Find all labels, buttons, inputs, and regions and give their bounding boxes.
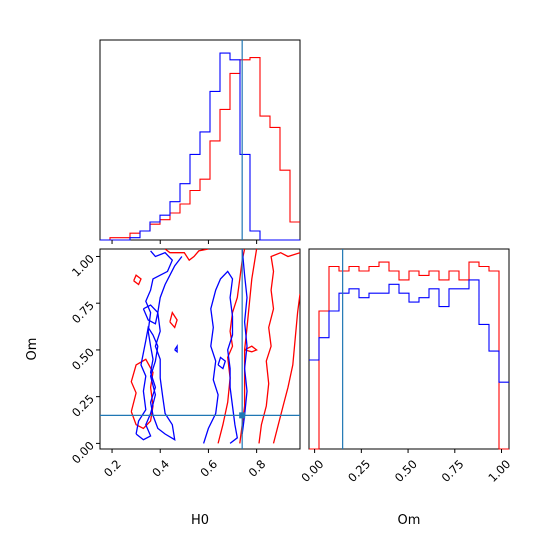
hist-h0-blue-series: [100, 52, 300, 241]
contour-blue-13: [241, 249, 248, 435]
x-tick-label-h0: 0.8: [246, 457, 269, 480]
contour-red-7: [133, 274, 142, 286]
truth-marker: [239, 412, 246, 419]
y-tick-label-om: 0.00: [69, 438, 97, 466]
contour-blue-15: [217, 356, 227, 370]
x-tick-label-h0: 0.2: [101, 457, 124, 480]
contour-red-3: [258, 251, 300, 444]
x-tick-label-om: 0.00: [298, 457, 326, 485]
contour-group: [130, 249, 300, 444]
contour-red-5: [130, 358, 154, 430]
contour-blue-14: [174, 344, 178, 354]
contour-red-4: [272, 293, 300, 444]
contour-blue-11: [142, 304, 159, 325]
y-tick-label-om: 0.75: [69, 298, 97, 326]
x-tick-label-om: 0.75: [439, 457, 467, 485]
contour-red-6: [169, 311, 178, 329]
y-tick-label-om: 0.50: [69, 345, 97, 373]
y-axis-label-om: Om: [25, 338, 40, 361]
x-tick-label-h0: 0.6: [197, 457, 220, 480]
hist-om-layer: [309, 249, 509, 450]
hist-om-red-series: [309, 261, 509, 450]
contour-blue-12: [202, 270, 239, 444]
contour-red-0: [164, 249, 209, 262]
hist-om-blue-series: [309, 279, 509, 383]
x-axis-label-om: Om: [398, 513, 421, 528]
contour-layer: [100, 249, 300, 449]
contour-blue-10: [135, 325, 159, 441]
panel-hist-h0-frame: [99, 39, 301, 241]
x-tick-label-om: 0.50: [392, 457, 420, 485]
contour-red-8: [244, 345, 258, 353]
x-tick-label-om: 1.00: [485, 457, 513, 485]
panel-hist-om-frame: [308, 248, 510, 450]
y-tick-label-om: 1.00: [69, 252, 97, 280]
panel-2d-frame: [99, 248, 301, 450]
x-tick-label-h0: 0.4: [149, 457, 172, 480]
y-tick-label-om: 0.25: [69, 392, 97, 420]
x-tick-label-om: 0.25: [345, 457, 373, 485]
hist-h0-layer: [100, 40, 300, 241]
x-axis-label-h0: H0: [191, 513, 209, 528]
